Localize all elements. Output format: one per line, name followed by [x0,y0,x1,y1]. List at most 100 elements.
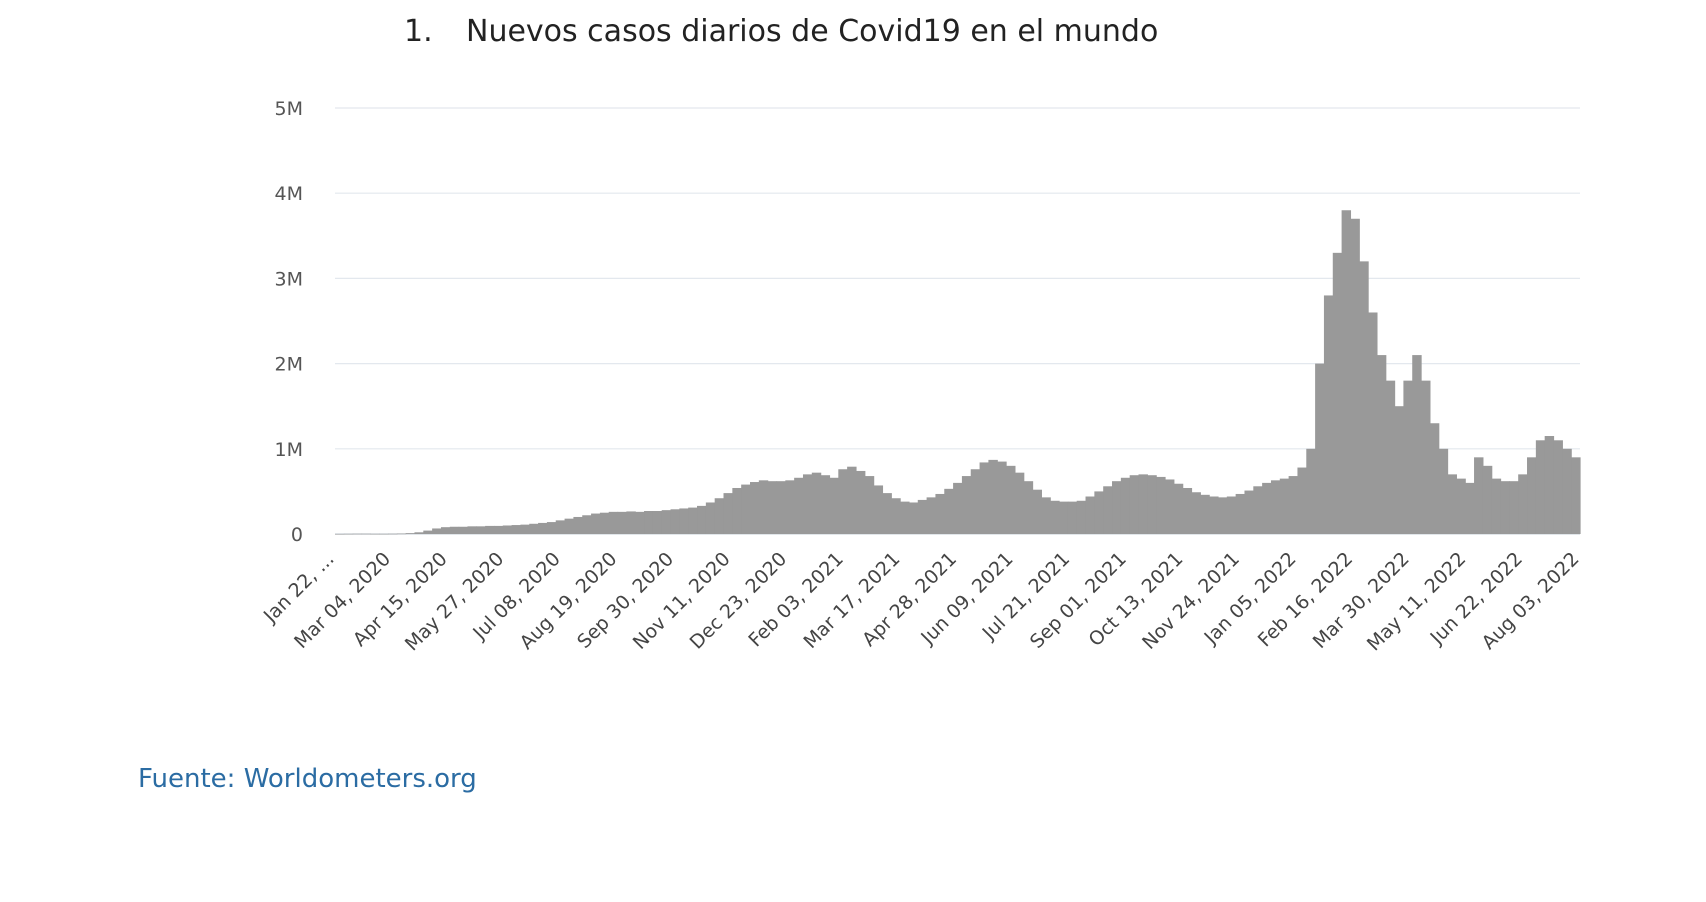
bar [476,526,486,534]
x-tick-label: Aug 19, 2020 [516,548,622,654]
bar [776,481,786,534]
bar [767,481,778,534]
y-tick-label: 1M [275,439,303,461]
bar [1412,355,1422,534]
bar [582,515,592,534]
bar [379,533,389,535]
bar [1226,496,1237,534]
bar [1500,481,1510,534]
x-tick-label: May 11, 2022 [1363,548,1470,655]
y-tick-label: 5M [275,98,303,120]
bar [1350,218,1360,534]
bar [1385,380,1396,534]
bar [361,533,371,535]
y-tick-label: 4M [275,183,303,205]
bar [891,498,901,534]
bar [732,487,742,534]
bar [573,516,583,534]
bar [1129,475,1140,534]
bar [1041,497,1051,534]
bar [1262,482,1272,534]
bar [953,482,963,534]
bar [1067,501,1078,534]
bar [1173,483,1184,534]
bar [617,511,627,534]
bar [1544,436,1555,534]
bar [882,493,892,534]
bar [1571,457,1581,534]
bar [1553,440,1563,534]
bar [1509,481,1519,534]
bar [1050,500,1060,534]
bar [1165,479,1175,534]
bar [961,476,972,534]
bar [688,507,698,534]
data-bars [335,210,1581,535]
bar [1332,252,1343,534]
bar [1094,491,1104,534]
bar [1076,500,1087,534]
bar [1491,478,1502,534]
bar [794,477,804,534]
bar [1438,448,1449,534]
bar [1253,486,1263,534]
bar [935,493,945,534]
bar [697,505,707,534]
bar [829,477,839,534]
bar [926,497,937,534]
bar [1217,497,1228,534]
bar [1403,380,1413,534]
bar [1297,467,1307,534]
title-number: 1. [404,14,433,49]
bar [864,476,875,534]
bar [529,523,539,534]
x-tick-label: May 27, 2020 [401,548,508,655]
bar [414,532,424,534]
bar [1200,494,1210,534]
x-tick-label: Aug 03, 2022 [1478,548,1584,654]
bar [485,525,495,534]
bar [1191,492,1201,534]
bar [1518,474,1528,534]
bar [370,533,380,535]
bar [847,466,857,534]
bar [1209,496,1219,534]
bar [493,525,504,534]
bar [1465,482,1475,534]
bar [1085,496,1095,534]
bar [405,533,416,534]
bar [635,511,645,534]
bar [335,533,345,535]
bar [1368,312,1378,534]
bar [917,499,928,534]
bar [387,533,398,535]
bar [741,484,751,534]
bar [1288,476,1299,534]
y-axis-ticks: 0 1M 2M 3M 4M 5M [275,98,303,546]
bar [1023,481,1034,534]
bar [511,525,522,534]
bar [432,528,442,534]
bar [555,520,566,534]
bar [997,461,1007,534]
bar [811,472,822,534]
bar [1421,380,1431,534]
bar [1279,478,1290,534]
bar [626,511,636,534]
bar [900,501,910,534]
x-tick-label: Nov 11, 2020 [629,548,735,654]
bar [652,511,663,534]
bar [1474,457,1484,534]
bar [1120,477,1131,534]
bar [714,498,725,534]
bar [458,526,469,534]
bar [661,510,672,534]
bar [750,482,760,534]
x-tick-label: Dec 23, 2020 [686,548,792,654]
bar [1138,474,1148,534]
bar [1182,487,1193,534]
bar [855,470,866,534]
bar [838,469,848,534]
bar [944,488,954,534]
